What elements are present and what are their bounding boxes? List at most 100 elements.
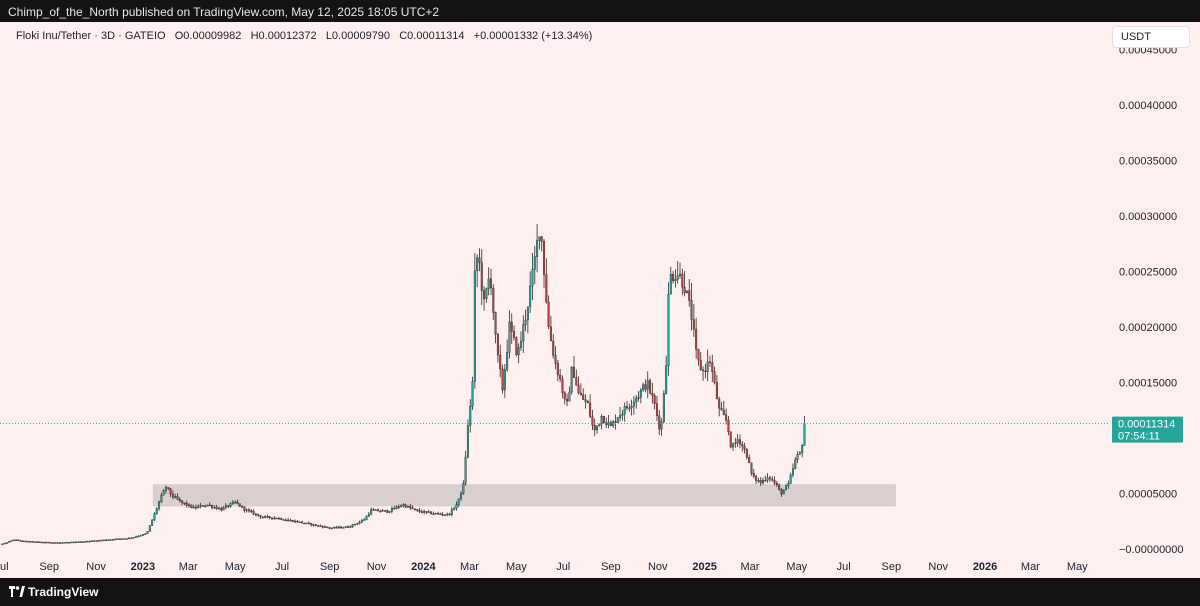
- candle-body: [522, 324, 525, 342]
- candle-body: [688, 290, 691, 301]
- x-tick-label: Mar: [740, 561, 759, 573]
- candle-body: [79, 541, 82, 543]
- candle-body: [185, 503, 188, 506]
- candle-body: [215, 506, 218, 509]
- candle-body: [305, 522, 308, 525]
- y-tick-label: 0.00020000: [1119, 322, 1177, 334]
- candle-body: [586, 401, 589, 404]
- candle-body: [273, 517, 276, 520]
- candle-body: [75, 541, 78, 544]
- y-tick-label: 0.00035000: [1119, 156, 1177, 168]
- candle-body: [220, 507, 223, 511]
- candle-body: [123, 538, 126, 540]
- candle-body: [692, 319, 695, 330]
- candle-body: [494, 312, 497, 335]
- candle-body: [443, 514, 446, 516]
- candle-body: [192, 506, 195, 509]
- candle-body: [681, 273, 684, 288]
- candle-body: [655, 403, 658, 416]
- candle-body: [625, 406, 629, 409]
- candle-body: [88, 540, 91, 543]
- candle-body: [277, 517, 280, 520]
- candle-body: [515, 337, 518, 356]
- candle-body: [383, 510, 386, 512]
- candle-body: [358, 521, 361, 524]
- candle-body: [363, 519, 366, 521]
- candle-body: [778, 484, 781, 490]
- candle-body: [287, 519, 290, 522]
- publisher-bar: Chimp_of_the_North published on TradingV…: [0, 0, 1200, 22]
- candle-body: [38, 541, 41, 543]
- candle-body: [704, 370, 707, 373]
- candle-body: [628, 407, 631, 410]
- candle-body: [365, 515, 368, 520]
- candle-body: [566, 398, 569, 402]
- candle-body: [146, 531, 149, 534]
- candle-body: [448, 513, 451, 516]
- candle-body: [130, 537, 133, 540]
- candle-body: [699, 359, 702, 371]
- candle-body: [144, 533, 147, 535]
- candle-body: [446, 513, 449, 516]
- candle-body: [759, 480, 762, 484]
- currency-button[interactable]: USDT: [1113, 27, 1189, 47]
- candle-body: [796, 454, 799, 460]
- candle-body: [208, 504, 211, 507]
- candle-body: [98, 540, 101, 542]
- candle-body: [441, 514, 444, 516]
- candle-body: [667, 293, 670, 366]
- candle-body: [644, 384, 647, 390]
- candle-body: [243, 506, 246, 511]
- candle-body: [26, 540, 29, 543]
- last-price-badge: [1112, 416, 1183, 443]
- candle-body: [568, 391, 571, 402]
- candle-body: [651, 392, 654, 396]
- candle-body: [487, 278, 490, 289]
- candle-body: [317, 525, 320, 527]
- candle-body: [462, 483, 465, 494]
- candle-body: [734, 442, 737, 445]
- candle-body: [91, 540, 94, 542]
- candle-body: [450, 509, 453, 515]
- candle-body: [24, 540, 27, 543]
- last-price-value: 0.00011314: [1118, 419, 1175, 431]
- candle-body: [121, 538, 124, 540]
- candle-body: [570, 366, 573, 393]
- y-tick-label: 0.00030000: [1119, 211, 1177, 223]
- candle-body: [61, 542, 64, 544]
- candle-body: [370, 509, 373, 515]
- candle-body: [397, 506, 400, 508]
- candle-body: [501, 368, 504, 391]
- x-tick-label: 2025: [692, 561, 716, 573]
- candle-body: [787, 483, 790, 487]
- candle-body: [533, 256, 536, 270]
- candle-body: [430, 511, 433, 515]
- x-tick-label: Sep: [320, 561, 340, 573]
- candle-body: [582, 394, 585, 400]
- candle-body: [635, 397, 638, 403]
- candle-body: [54, 542, 57, 544]
- candle-body: [307, 522, 310, 525]
- candle-body: [379, 510, 382, 513]
- candle-body: [167, 487, 170, 489]
- candle-body: [741, 443, 744, 447]
- x-tick-label: Nov: [928, 561, 948, 573]
- support-zone: [152, 484, 896, 507]
- x-tick-label: 2024: [411, 561, 436, 573]
- candle-body: [330, 527, 333, 530]
- candle-body: [653, 395, 656, 404]
- candle-body: [275, 517, 278, 520]
- x-tick-label: May: [1067, 561, 1088, 573]
- candle-body: [33, 541, 36, 543]
- price-chart[interactable]: −0.000000000.000050000.000100000.0001500…: [0, 22, 1200, 578]
- candle-body: [400, 505, 403, 508]
- candle-body: [105, 539, 108, 542]
- candle-body: [609, 422, 612, 426]
- candle-body: [300, 521, 303, 524]
- candle-body: [508, 321, 511, 353]
- candle-body: [526, 306, 529, 321]
- candle-body: [45, 541, 48, 544]
- last-price-countdown: 07:54:11: [1118, 431, 1160, 443]
- chart-frame[interactable]: −0.000000000.000050000.000100000.0001500…: [0, 22, 1200, 578]
- candle-body: [420, 511, 423, 513]
